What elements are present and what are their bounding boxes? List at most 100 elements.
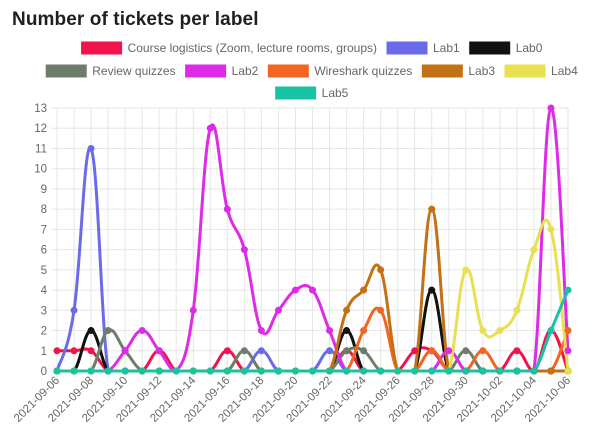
data-point[interactable] xyxy=(343,367,351,375)
data-point[interactable] xyxy=(291,367,299,375)
data-point[interactable] xyxy=(87,327,95,335)
data-point[interactable] xyxy=(530,367,538,375)
legend-item[interactable]: Review quizzes xyxy=(45,64,176,78)
data-point[interactable] xyxy=(240,367,248,375)
data-point[interactable] xyxy=(547,225,555,233)
data-point[interactable] xyxy=(360,367,368,375)
data-point[interactable] xyxy=(377,367,385,375)
data-point[interactable] xyxy=(155,367,163,375)
data-point[interactable] xyxy=(547,104,555,112)
data-point[interactable] xyxy=(360,286,368,294)
data-point[interactable] xyxy=(87,144,95,152)
legend-swatch xyxy=(45,64,87,78)
legend-label: Course logistics (Zoom, lecture rooms, g… xyxy=(128,41,377,55)
data-point[interactable] xyxy=(513,347,521,355)
data-point[interactable] xyxy=(257,347,265,355)
data-point[interactable] xyxy=(240,246,248,254)
data-point[interactable] xyxy=(394,367,402,375)
legend-label: Review quizzes xyxy=(92,64,175,78)
data-point[interactable] xyxy=(360,327,368,335)
data-point[interactable] xyxy=(87,367,95,375)
data-point[interactable] xyxy=(462,266,470,274)
data-point[interactable] xyxy=(206,124,214,132)
data-point[interactable] xyxy=(428,347,436,355)
data-point[interactable] xyxy=(326,347,334,355)
data-point[interactable] xyxy=(291,286,299,294)
legend: Course logistics (Zoom, lecture rooms, g… xyxy=(45,41,578,100)
data-point[interactable] xyxy=(70,347,78,355)
data-point[interactable] xyxy=(257,367,265,375)
data-point[interactable] xyxy=(462,347,470,355)
data-point[interactable] xyxy=(70,367,78,375)
data-point[interactable] xyxy=(564,327,572,335)
data-point[interactable] xyxy=(121,367,129,375)
data-point[interactable] xyxy=(428,286,436,294)
data-point[interactable] xyxy=(53,347,61,355)
data-point[interactable] xyxy=(513,367,521,375)
data-point[interactable] xyxy=(87,347,95,355)
data-point[interactable] xyxy=(411,367,419,375)
legend-item[interactable]: Lab2 xyxy=(185,64,259,78)
data-point[interactable] xyxy=(411,347,419,355)
data-point[interactable] xyxy=(479,367,487,375)
data-point[interactable] xyxy=(326,327,334,335)
data-point[interactable] xyxy=(530,246,538,254)
data-point[interactable] xyxy=(274,306,282,314)
data-point[interactable] xyxy=(189,367,197,375)
data-point[interactable] xyxy=(377,306,385,314)
data-point[interactable] xyxy=(496,327,504,335)
data-point[interactable] xyxy=(104,327,112,335)
data-point[interactable] xyxy=(70,306,78,314)
legend-item[interactable]: Lab4 xyxy=(504,64,578,78)
data-point[interactable] xyxy=(377,266,385,274)
y-tick-label: 0 xyxy=(41,366,47,378)
data-point[interactable] xyxy=(343,306,351,314)
data-point[interactable] xyxy=(240,347,248,355)
data-point[interactable] xyxy=(564,286,572,294)
legend-item[interactable]: Lab0 xyxy=(469,41,543,55)
legend-item[interactable]: Course logistics (Zoom, lecture rooms, g… xyxy=(81,41,377,55)
legend-item[interactable]: Lab3 xyxy=(421,64,495,78)
data-point[interactable] xyxy=(274,367,282,375)
data-point[interactable] xyxy=(479,347,487,355)
data-point[interactable] xyxy=(428,367,436,375)
legend-item[interactable]: Lab1 xyxy=(386,41,460,55)
data-point[interactable] xyxy=(223,205,231,213)
legend-item[interactable]: Lab5 xyxy=(275,86,349,100)
data-point[interactable] xyxy=(121,347,129,355)
data-point[interactable] xyxy=(223,367,231,375)
data-point[interactable] xyxy=(462,367,470,375)
data-point[interactable] xyxy=(104,367,112,375)
data-point[interactable] xyxy=(138,367,146,375)
data-point[interactable] xyxy=(360,347,368,355)
data-point[interactable] xyxy=(547,327,555,335)
data-point[interactable] xyxy=(155,347,163,355)
data-point[interactable] xyxy=(496,367,504,375)
data-point[interactable] xyxy=(564,347,572,355)
data-point[interactable] xyxy=(564,367,572,375)
legend-swatch xyxy=(81,41,123,55)
data-point[interactable] xyxy=(257,327,265,335)
legend-label: Lab2 xyxy=(232,64,259,78)
data-point[interactable] xyxy=(326,367,334,375)
data-point[interactable] xyxy=(445,367,453,375)
data-point[interactable] xyxy=(428,205,436,213)
data-point[interactable] xyxy=(343,347,351,355)
data-point[interactable] xyxy=(513,306,521,314)
data-point[interactable] xyxy=(206,367,214,375)
data-point[interactable] xyxy=(172,367,180,375)
legend-item[interactable]: Wireshark quizzes xyxy=(267,64,412,78)
data-point[interactable] xyxy=(343,327,351,335)
legend-swatch xyxy=(469,41,511,55)
y-tick-label: 1 xyxy=(41,346,47,358)
data-point[interactable] xyxy=(309,286,316,294)
data-point[interactable] xyxy=(479,327,487,335)
data-point[interactable] xyxy=(138,327,146,335)
data-point[interactable] xyxy=(309,367,316,375)
data-point[interactable] xyxy=(445,347,453,355)
data-point[interactable] xyxy=(189,306,197,314)
data-point[interactable] xyxy=(223,347,231,355)
data-point[interactable] xyxy=(547,367,555,375)
y-tick-label: 4 xyxy=(41,285,48,297)
data-point[interactable] xyxy=(53,367,61,375)
